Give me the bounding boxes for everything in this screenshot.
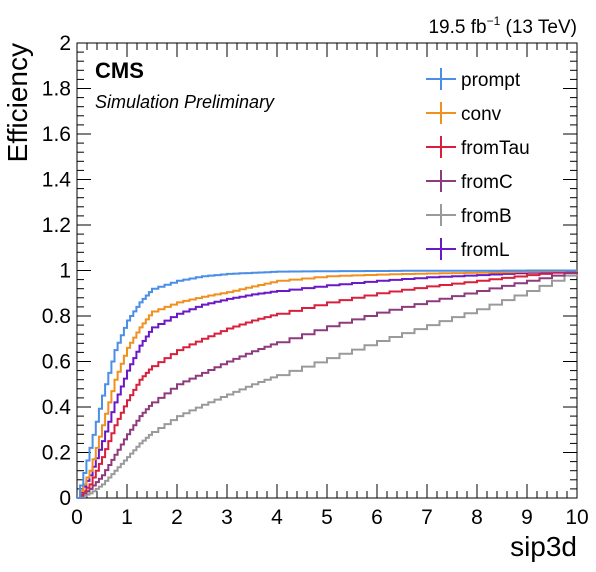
curves — [77, 269, 578, 499]
legend-label-fromB: fromB — [461, 206, 512, 227]
x-tick-label: 0 — [71, 506, 83, 529]
x-tick-label: 5 — [321, 506, 333, 529]
x-tick-label: 3 — [221, 506, 233, 529]
experiment-label: CMS — [95, 58, 144, 83]
lumi-label: 19.5 fb−1 (13 TeV) — [428, 14, 577, 38]
y-axis-title: Efficiency — [2, 43, 33, 162]
series-line-conv — [77, 269, 578, 499]
y-tick-label: 0 — [59, 487, 71, 510]
series-line-prompt — [77, 269, 577, 499]
x-tick-label: 9 — [521, 506, 533, 529]
legend-label-prompt: prompt — [461, 70, 521, 91]
y-tick-label: 1.6 — [42, 123, 71, 146]
y-tick-label: 1.8 — [42, 78, 71, 101]
y-tick-label: 1 — [59, 260, 71, 283]
y-tick-label: 0.2 — [42, 442, 71, 465]
x-tick-label: 10 — [565, 506, 588, 529]
x-tick-label: 2 — [171, 506, 183, 529]
x-tick-label: 8 — [471, 506, 483, 529]
y-tick-label: 0.8 — [42, 305, 71, 328]
legend: prompt conv fromTau fromC fromB fromL — [426, 68, 530, 261]
x-tick-label: 4 — [271, 506, 283, 529]
x-tick-label: 1 — [121, 506, 133, 529]
legend-label-fromTau: fromTau — [461, 138, 530, 159]
series-line-fromB — [77, 270, 578, 499]
legend-label-conv: conv — [461, 104, 502, 125]
legend-label-fromC: fromC — [461, 172, 513, 193]
y-tick-label: 0.6 — [42, 351, 71, 374]
y-tick-label: 2 — [59, 32, 71, 55]
series-line-fromC — [77, 270, 578, 499]
x-axis-title: sip3d — [510, 531, 577, 562]
x-tick-label: 7 — [421, 506, 433, 529]
x-tick-label: 6 — [371, 506, 383, 529]
y-tick-label: 0.4 — [42, 396, 72, 419]
y-tick-label: 1.4 — [42, 169, 72, 192]
series-line-fromTau — [77, 270, 578, 499]
series-line-fromL — [77, 270, 578, 499]
status-label: Simulation Preliminary — [95, 92, 275, 112]
axis-ticks: 0 1 2 3 4 5 6 7 8 9 10 0 0.2 0.4 0.6 0.8 1 1.2 1.4 1.6 1.8 2 — [42, 32, 589, 529]
y-tick-label: 1.2 — [42, 214, 71, 237]
legend-label-fromL: fromL — [461, 240, 510, 261]
